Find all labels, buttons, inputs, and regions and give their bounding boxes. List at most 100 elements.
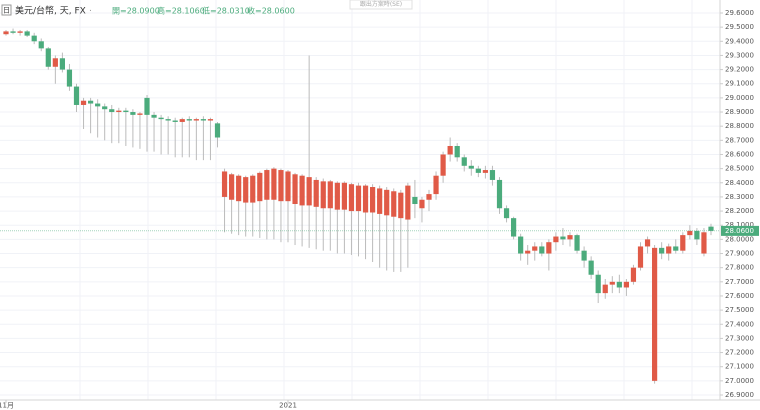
title-menu[interactable]: ·	[89, 7, 92, 17]
candle-body	[630, 267, 637, 282]
candle-body	[673, 246, 679, 251]
candle-body	[80, 100, 87, 105]
candle-body	[574, 235, 580, 251]
y-tick-label: 27.3000	[725, 334, 754, 342]
candle-body	[659, 247, 665, 254]
candle-body	[440, 154, 446, 176]
candle-body	[616, 281, 622, 288]
ohlc-close: 收=28.0600	[247, 6, 295, 16]
y-tick-label: 28.7000	[725, 136, 754, 144]
y-tick-label: 29.1000	[725, 80, 754, 88]
candle-body	[652, 247, 658, 381]
candle-body	[525, 250, 531, 254]
last-price-box	[721, 225, 759, 236]
candle-body	[264, 170, 270, 200]
candle-body	[489, 170, 496, 180]
candle-body	[687, 230, 693, 236]
interval-icon-box[interactable]	[1, 4, 12, 16]
candle-body	[644, 239, 651, 247]
candle-body	[567, 235, 573, 240]
candle-body	[701, 232, 707, 254]
candle-body	[59, 58, 65, 70]
candle-body	[292, 174, 298, 204]
top-note-box	[349, 0, 413, 10]
candle-body	[130, 112, 136, 115]
top-note: 跟出方案時(SE)	[360, 0, 402, 8]
y-tick-label: 27.0000	[725, 377, 754, 385]
candle-body	[694, 230, 700, 240]
y-tick-label: 27.7000	[725, 278, 754, 286]
candle-body	[532, 246, 538, 251]
candle-body	[377, 188, 383, 214]
candle-body	[165, 119, 171, 121]
candle-body	[426, 194, 432, 200]
candle-body	[412, 196, 418, 204]
candle-body	[468, 165, 474, 169]
candle-body	[95, 103, 101, 107]
candle-body	[3, 31, 9, 35]
candle-body	[17, 31, 23, 33]
candle-body	[461, 157, 467, 166]
candle-body	[207, 119, 214, 121]
candle-body	[588, 260, 594, 275]
candle-body	[320, 181, 326, 209]
candle-body	[73, 86, 80, 105]
candle-body	[313, 179, 319, 207]
candle-body	[482, 170, 488, 173]
y-tick-label: 29.6000	[725, 9, 754, 17]
y-tick-label: 27.8000	[725, 264, 754, 272]
y-tick-label: 27.6000	[725, 292, 754, 300]
candle-body	[137, 113, 143, 115]
candle-body	[503, 208, 510, 219]
candle-body	[370, 187, 376, 213]
grid	[0, 0, 720, 400]
y-tick-label: 27.9000	[725, 250, 754, 258]
candle-body	[398, 192, 404, 219]
candle-body	[123, 110, 129, 113]
candle-body	[708, 226, 714, 231]
candle-body	[52, 58, 58, 67]
candle-body	[553, 236, 559, 243]
y-tick-label: 27.4000	[725, 320, 754, 328]
y-tick-label: 29.4000	[725, 37, 754, 45]
candle-body	[546, 242, 552, 254]
candle-body	[31, 35, 37, 42]
candle-body	[250, 175, 256, 203]
candle-body	[680, 235, 686, 251]
candle-body	[88, 100, 94, 104]
y-tick-label: 29.2000	[725, 66, 754, 74]
y-tick-label: 28.0000	[725, 235, 754, 243]
candle-body	[221, 171, 228, 197]
ohlc-low: 低=28.0310	[202, 6, 250, 16]
candle-body	[116, 110, 122, 113]
candle-body	[595, 274, 601, 294]
candle-body	[447, 145, 453, 155]
y-tick-label: 28.5000	[725, 165, 754, 173]
y-tick-label: 27.2000	[725, 349, 754, 357]
candle-body	[348, 184, 355, 212]
y-tick-label: 26.9000	[725, 391, 754, 399]
candle-body	[334, 182, 340, 210]
candle-body	[271, 168, 277, 200]
candle-body	[341, 182, 347, 210]
ohlc-high: 高=28.1060	[157, 6, 205, 16]
candle-body	[109, 109, 115, 113]
candle-body	[666, 246, 672, 254]
y-tick-label: 27.5000	[725, 306, 754, 314]
y-tick-label: 28.8000	[725, 122, 754, 130]
y-tick-label: 28.1000	[725, 221, 754, 229]
candle-body	[66, 69, 73, 87]
y-tick-label: 28.4000	[725, 179, 754, 187]
chart-title: 美元/台幣, 天, FX	[15, 5, 86, 17]
ohlc-open: 開=28.0900	[112, 7, 160, 16]
interval-icon[interactable]: 日	[3, 7, 10, 15]
last-price-label: 28.0600	[725, 227, 754, 235]
y-tick-label: 28.9000	[725, 108, 754, 116]
candle-body	[602, 284, 608, 294]
candle-body	[278, 170, 284, 202]
candle-body	[623, 281, 629, 288]
y-tick-label: 29.3000	[725, 51, 754, 59]
candle-body	[433, 175, 439, 195]
candle-body	[38, 41, 44, 49]
